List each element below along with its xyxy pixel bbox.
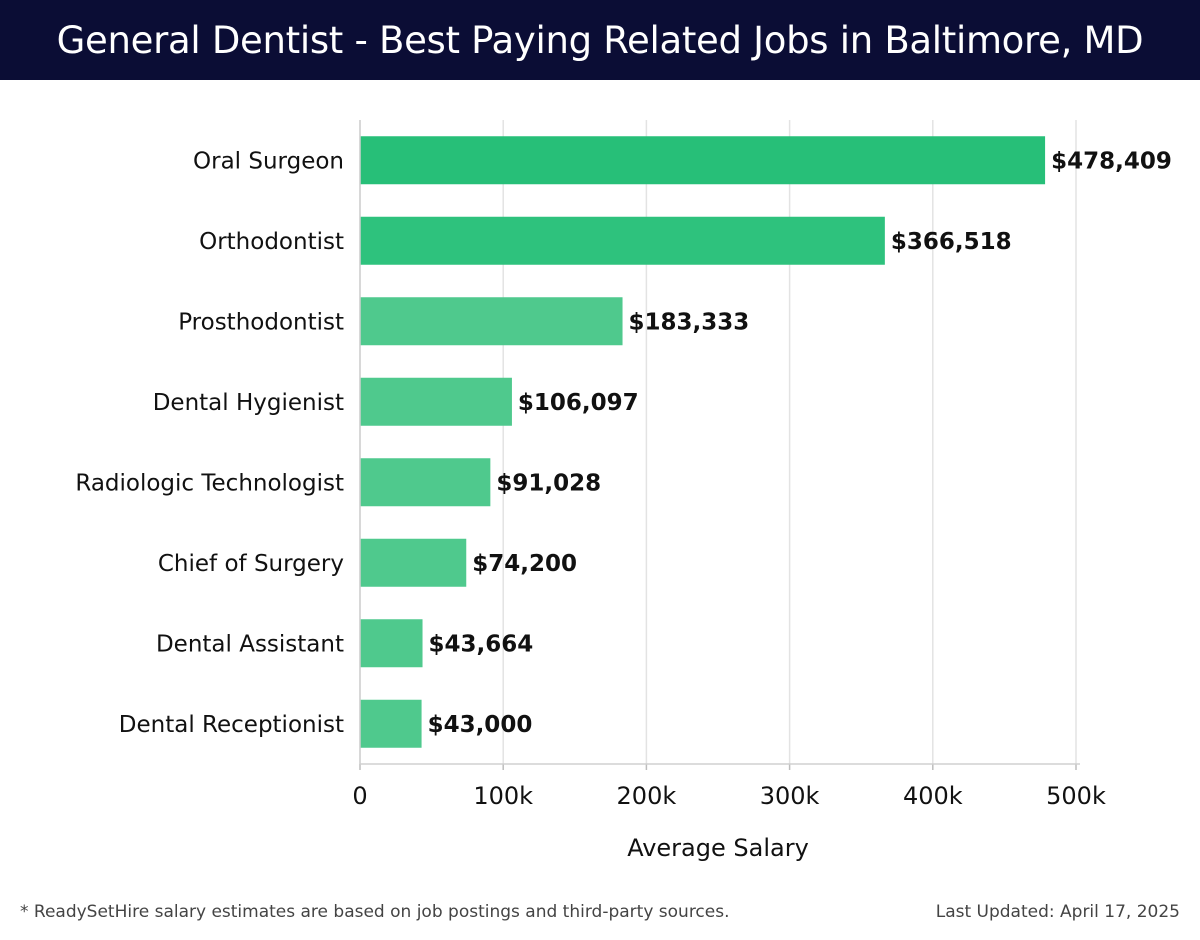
category-label: Dental Assistant <box>156 631 344 657</box>
x-tick-label: 400k <box>903 782 963 810</box>
value-label: $106,097 <box>518 390 639 416</box>
value-label: $43,000 <box>428 712 533 738</box>
last-updated: Last Updated: April 17, 2025 <box>935 902 1180 922</box>
bar <box>360 458 491 507</box>
category-label: Oral Surgeon <box>193 148 344 174</box>
value-label: $43,664 <box>429 631 534 657</box>
category-label: Radiologic Technologist <box>75 470 344 496</box>
bar <box>360 216 885 265</box>
title-bar: General Dentist - Best Paying Related Jo… <box>0 0 1200 80</box>
x-tick-label: 0 <box>352 782 367 810</box>
chart-title: General Dentist - Best Paying Related Jo… <box>56 18 1144 62</box>
bar <box>360 136 1046 185</box>
x-tick-label: 200k <box>617 782 677 810</box>
value-label: $366,518 <box>891 229 1012 255</box>
x-tick-label: 100k <box>473 782 533 810</box>
value-label: $74,200 <box>472 551 577 577</box>
category-label: Dental Receptionist <box>119 712 344 738</box>
category-label: Chief of Surgery <box>158 551 344 577</box>
category-label: Orthodontist <box>199 229 344 255</box>
category-label: Dental Hygienist <box>153 390 344 416</box>
bar <box>360 377 512 426</box>
bar <box>360 538 467 587</box>
category-label: Prosthodontist <box>178 309 344 335</box>
bar <box>360 699 422 748</box>
bar <box>360 297 623 346</box>
value-label: $478,409 <box>1051 148 1172 174</box>
value-label: $183,333 <box>629 309 750 335</box>
x-tick-label: 300k <box>760 782 820 810</box>
x-axis-title: Average Salary <box>627 834 809 862</box>
value-label: $91,028 <box>496 470 601 496</box>
bar <box>360 619 423 668</box>
x-tick-label: 500k <box>1046 782 1106 810</box>
footnote: * ReadySetHire salary estimates are base… <box>20 902 730 922</box>
bar-chart: 0 100k 200k 300k 400k 500k Oral Surgeon $478,40… <box>75 120 1172 862</box>
